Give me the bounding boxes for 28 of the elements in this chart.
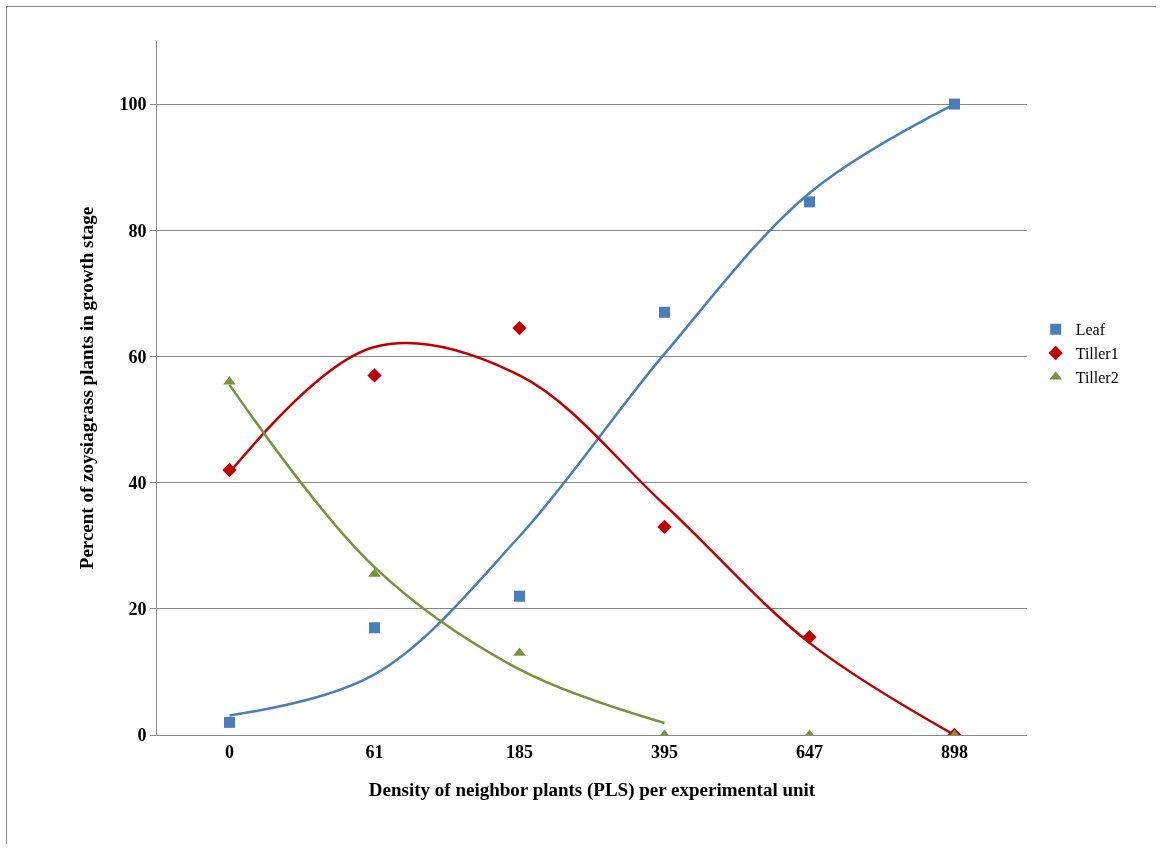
x-tick-label: 61 bbox=[365, 741, 384, 762]
point bbox=[369, 622, 380, 634]
legend-label: Tiller1 bbox=[1075, 345, 1119, 363]
x-tick-label: 395 bbox=[651, 741, 678, 762]
point bbox=[514, 590, 525, 602]
y-tick-label: 80 bbox=[128, 220, 147, 241]
point bbox=[367, 368, 382, 383]
point bbox=[657, 519, 672, 534]
x-axis-title: Density of neighbor plants (PLS) per experimental unit bbox=[368, 779, 816, 802]
point bbox=[659, 306, 670, 318]
legend-label: Tiller2 bbox=[1075, 369, 1119, 387]
x-tick-label: 0 bbox=[225, 741, 234, 762]
y-tick-label: 100 bbox=[119, 94, 147, 115]
point bbox=[512, 320, 527, 336]
y-tick-label: 20 bbox=[128, 599, 147, 620]
x-tick-label: 185 bbox=[506, 741, 533, 762]
x-tick-label: 898 bbox=[941, 741, 968, 762]
y-tick-label: 0 bbox=[137, 725, 147, 746]
point bbox=[224, 716, 235, 728]
y-axis-title: Percent of zoysiagrass plants in growth stage bbox=[76, 206, 98, 570]
point bbox=[804, 196, 815, 208]
y-tick-label: 60 bbox=[128, 346, 147, 367]
y-tick-label: 40 bbox=[128, 472, 147, 493]
point bbox=[949, 98, 960, 110]
point bbox=[802, 630, 817, 645]
legend-label: Leaf bbox=[1075, 321, 1106, 339]
x-tick-label: 647 bbox=[796, 741, 823, 762]
point bbox=[222, 462, 237, 478]
